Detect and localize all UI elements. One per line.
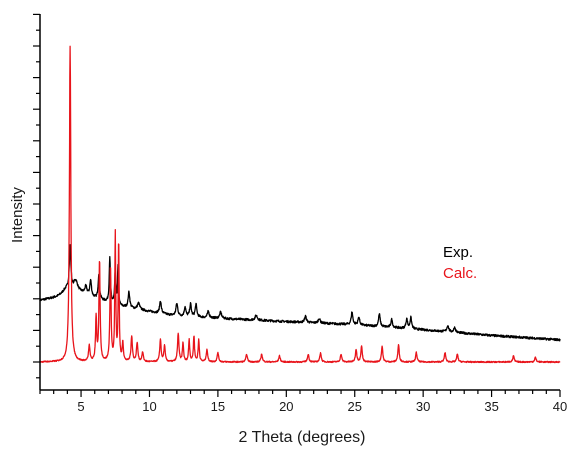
x-tick-label: 15 bbox=[211, 399, 225, 414]
series-line-calc bbox=[39, 45, 561, 364]
x-tick-label: 5 bbox=[77, 399, 84, 414]
legend-entry-exp: Exp. bbox=[443, 244, 473, 261]
x-axis-label: 2 Theta (degrees) bbox=[239, 429, 366, 446]
x-tick-label: 25 bbox=[348, 399, 362, 414]
series-line-exp bbox=[39, 244, 561, 342]
axes-layer: 5 10 15 20 25 30 35 40 bbox=[33, 13, 567, 414]
x-tick-label: 40 bbox=[553, 399, 567, 414]
series-layer bbox=[39, 45, 561, 364]
x-tick-label: 20 bbox=[279, 399, 293, 414]
x-tick-label: 10 bbox=[142, 399, 156, 414]
label-layer: 2 Theta (degrees) Intensity Exp. Calc. bbox=[9, 187, 477, 446]
legend-entry-calc: Calc. bbox=[443, 265, 477, 282]
x-tick-label: 30 bbox=[416, 399, 430, 414]
y-axis-label: Intensity bbox=[9, 187, 26, 243]
x-tick-label: 35 bbox=[484, 399, 498, 414]
